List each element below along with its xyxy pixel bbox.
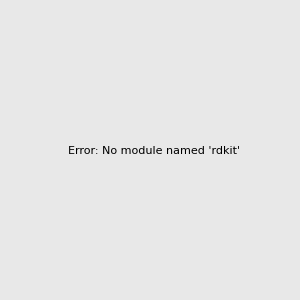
Text: Error: No module named 'rdkit': Error: No module named 'rdkit' (68, 146, 240, 157)
